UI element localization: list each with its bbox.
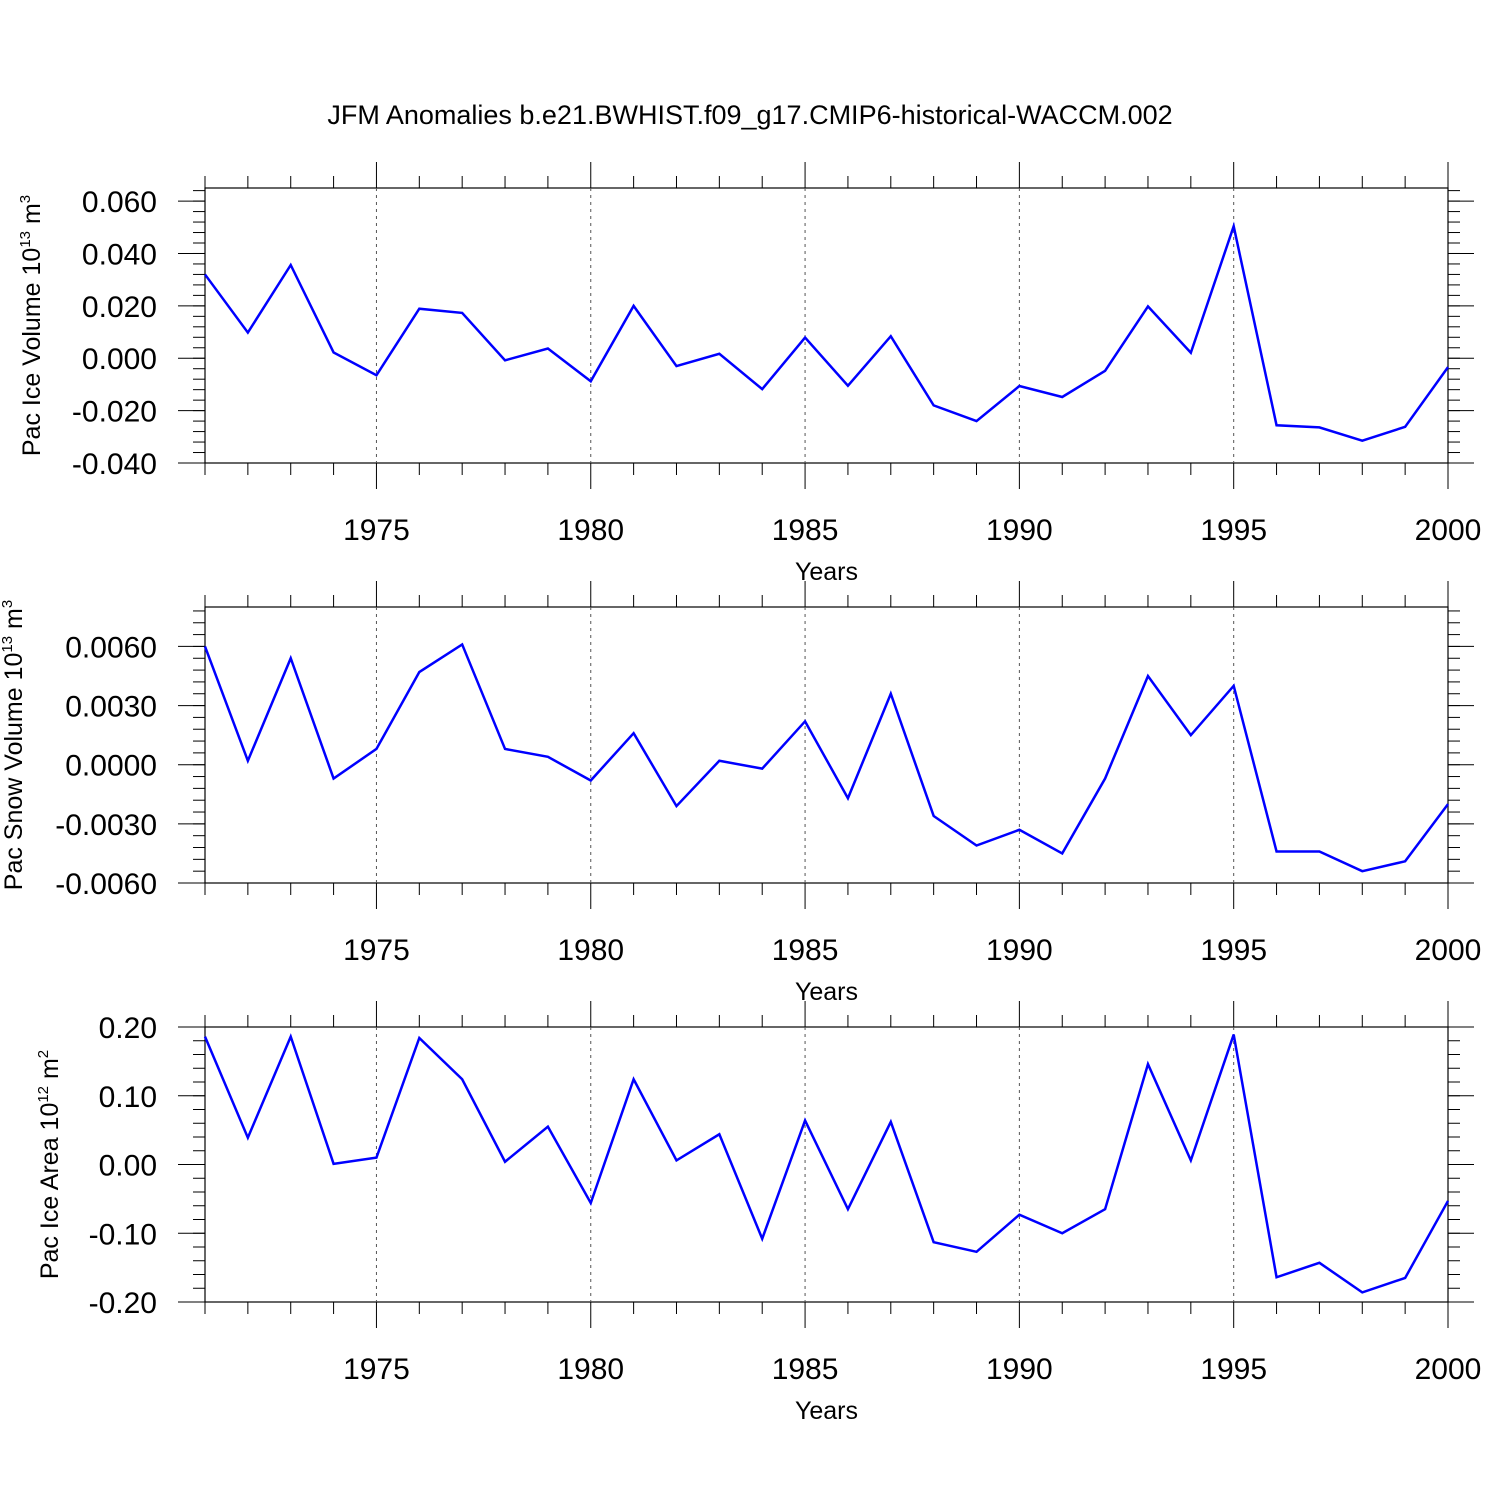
- panels: 1975 1980 1985 1990 1995 2000 Years -0.040 -0.02…: [0, 162, 1481, 1425]
- series-line: [203, 1033, 1450, 1294]
- x-tick-label: 1975: [343, 1353, 410, 1386]
- y-tick-label: -0.20: [89, 1287, 157, 1320]
- x-axis-label: Years: [795, 978, 858, 1006]
- y-tick-label: -0.020: [72, 396, 157, 429]
- y-axis-label-unit-exponent: 3: [17, 195, 34, 203]
- y-axis-label-unit: m: [0, 608, 28, 636]
- x-tick-label: 1980: [557, 514, 624, 547]
- x-tick-label: 1985: [772, 934, 839, 967]
- x-tick-label: 1985: [772, 514, 839, 547]
- x-tick-label: 1975: [343, 514, 410, 547]
- x-tick-label: 1995: [1200, 1353, 1267, 1386]
- panel-2: 1975 1980 1985 1990 1995 2000 Years -0.0060 -0.0…: [0, 581, 1481, 1006]
- y-axis-label-exponent: 13: [0, 636, 16, 653]
- x-tick-label: 1980: [557, 934, 624, 967]
- y-tick-label: 0.0060: [65, 631, 157, 664]
- y-tick-label: -0.0060: [55, 868, 157, 901]
- y-tick-label: -0.10: [89, 1218, 157, 1251]
- y-axis-label-unit: m: [36, 1058, 64, 1086]
- x-axis-label: Years: [795, 1397, 858, 1425]
- y-tick-label: 0.00: [99, 1150, 157, 1183]
- y-tick-label: 0.020: [82, 291, 157, 324]
- y-tick-label: 0.0030: [65, 691, 157, 724]
- y-tick-label: -0.040: [72, 448, 157, 481]
- y-axis-label: Pac Ice Area 1012 m2: [35, 1050, 64, 1279]
- y-axis-label: Pac Ice Volume 1013 m3: [17, 195, 46, 456]
- series-line: [203, 221, 1450, 443]
- y-axis-label-exponent: 12: [35, 1086, 52, 1103]
- x-tick-label: 1980: [557, 1353, 624, 1386]
- y-tick-label: 0.000: [82, 343, 157, 376]
- panel-3: 1975 1980 1985 1990 1995 2000 Years -0.20 -0.10 0…: [35, 1001, 1481, 1425]
- y-tick-label: -0.0030: [55, 809, 157, 842]
- y-tick-label: 0.0000: [65, 750, 157, 783]
- x-tick-label: 1995: [1200, 514, 1267, 547]
- x-tick-label: 2000: [1415, 514, 1482, 547]
- y-tick-label: 0.040: [82, 238, 157, 271]
- y-axis-label-unit-exponent: 2: [35, 1050, 52, 1058]
- y-axis-label-text: Pac Snow Volume 10: [0, 653, 28, 891]
- plot-frame: [204, 187, 1449, 464]
- x-tick-label: 1990: [986, 1353, 1053, 1386]
- plot-frame: [204, 606, 1449, 884]
- x-tick-label: 2000: [1415, 1353, 1482, 1386]
- series-line: [203, 642, 1450, 873]
- x-tick-label: 1990: [986, 934, 1053, 967]
- y-tick-label: 0.10: [99, 1081, 157, 1114]
- panel-1: 1975 1980 1985 1990 1995 2000 Years -0.040 -0.02…: [17, 162, 1481, 586]
- y-axis-label-text: Pac Ice Area 10: [36, 1103, 64, 1280]
- x-tick-label: 1990: [986, 514, 1053, 547]
- x-tick-label: 1995: [1200, 934, 1267, 967]
- figure-title: JFM Anomalies b.e21.BWHIST.f09_g17.CMIP6…: [327, 100, 1172, 130]
- y-axis-label-unit: m: [18, 203, 46, 231]
- y-axis-label-exponent: 13: [17, 231, 34, 248]
- y-axis-label: Pac Snow Volume 1013 m3: [0, 600, 28, 890]
- y-axis-label-unit-exponent: 3: [0, 600, 16, 608]
- y-tick-label: 0.20: [99, 1012, 157, 1045]
- x-tick-label: 2000: [1415, 934, 1482, 967]
- x-tick-label: 1985: [772, 1353, 839, 1386]
- x-tick-label: 1975: [343, 934, 410, 967]
- y-tick-label: 0.060: [82, 186, 157, 219]
- y-axis-label-text: Pac Ice Volume 10: [18, 248, 46, 456]
- x-axis-label: Years: [795, 558, 858, 586]
